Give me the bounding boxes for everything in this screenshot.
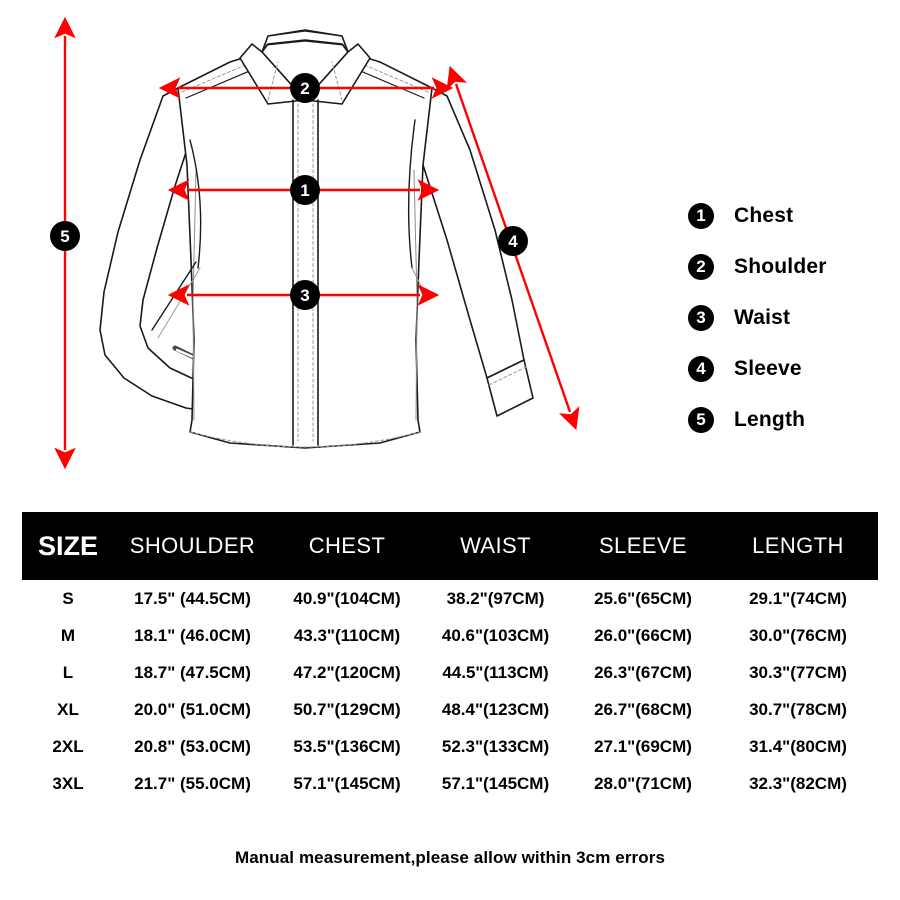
cell-waist: 57.1"(145CM) [423,765,568,802]
legend-item-waist: 3 Waist [688,292,888,343]
legend-label-chest: Chest [734,203,794,227]
cell-sleeve: 26.3"(67CM) [568,654,718,691]
cell-size: 3XL [22,765,114,802]
legend-badge-4-icon: 4 [688,355,714,382]
svg-text:5: 5 [60,227,69,246]
column-header-shoulder: SHOULDER [129,533,256,558]
cell-sleeve: 28.0"(71CM) [568,765,718,802]
cell-shoulder: 17.5" (44.5CM) [114,580,271,617]
cell-size: XL [22,691,114,728]
table-row: M 18.1" (46.0CM) 43.3"(110CM) 40.6"(103C… [22,617,878,654]
cell-size: S [22,580,114,617]
diagram-badge-shoulder: 2 [290,73,320,103]
cell-shoulder: 21.7" (55.0CM) [114,765,271,802]
table-row: S 17.5" (44.5CM) 40.9"(104CM) 38.2"(97CM… [22,580,878,617]
cell-size: 2XL [22,728,114,765]
measurement-legend: 1 Chest 2 Shoulder 3 Waist 4 Sleeve 5 Le… [688,190,888,445]
table-header-row: SIZE SHOULDER CHEST WAIST SLEEVE LENGTH [22,512,878,580]
table-row: XL 20.0" (51.0CM) 50.7"(129CM) 48.4"(123… [22,691,878,728]
cell-sleeve: 27.1"(69CM) [568,728,718,765]
cell-shoulder: 18.7" (47.5CM) [114,654,271,691]
size-table: SIZE SHOULDER CHEST WAIST SLEEVE LENGTH … [22,512,878,802]
cell-sleeve: 26.7"(68CM) [568,691,718,728]
cell-sleeve: 25.6"(65CM) [568,580,718,617]
table-row: 2XL 20.8" (53.0CM) 53.5"(136CM) 52.3"(13… [22,728,878,765]
column-header-size: SIZE [37,530,98,561]
legend-item-sleeve: 4 Sleeve [688,343,888,394]
diagram-badge-length: 5 [50,221,80,251]
legend-badge-1-icon: 1 [688,202,714,229]
legend-badge-2-icon: 2 [688,253,714,280]
cell-chest: 40.9"(104CM) [271,580,423,617]
legend-label-length: Length [734,407,806,431]
cell-length: 31.4"(80CM) [718,728,878,765]
legend-item-shoulder: 2 Shoulder [688,241,888,292]
cell-chest: 47.2"(120CM) [271,654,423,691]
legend-badge-5-icon: 5 [688,406,714,433]
cell-waist: 40.6"(103CM) [423,617,568,654]
column-header-waist: WAIST [460,533,531,558]
cell-waist: 38.2"(97CM) [423,580,568,617]
diagram-badge-waist: 3 [290,280,320,310]
table-row: L 18.7" (47.5CM) 47.2"(120CM) 44.5"(113C… [22,654,878,691]
cell-length: 32.3"(82CM) [718,765,878,802]
legend-item-length: 5 Length [688,394,888,445]
legend-label-waist: Waist [734,305,791,329]
svg-text:2: 2 [300,79,309,98]
cell-waist: 48.4"(123CM) [423,691,568,728]
cell-waist: 44.5"(113CM) [423,654,568,691]
legend-badge-3-icon: 3 [688,304,714,331]
cell-length: 29.1"(74CM) [718,580,878,617]
cell-shoulder: 20.8" (53.0CM) [114,728,271,765]
cell-size: L [22,654,114,691]
legend-item-chest: 1 Chest [688,190,888,241]
svg-text:4: 4 [508,232,518,251]
column-header-chest: CHEST [308,533,386,558]
column-header-sleeve: SLEEVE [598,533,687,558]
cell-chest: 50.7"(129CM) [271,691,423,728]
svg-text:3: 3 [300,286,309,305]
cell-size: M [22,617,114,654]
diagram-badge-sleeve: 4 [498,226,528,256]
legend-label-sleeve: Sleeve [734,356,802,380]
cell-shoulder: 20.0" (51.0CM) [114,691,271,728]
svg-text:1: 1 [300,181,309,200]
cell-chest: 43.3"(110CM) [271,617,423,654]
cell-waist: 52.3"(133CM) [423,728,568,765]
measurement-disclaimer: Manual measurement,please allow within 3… [234,848,666,867]
shirt-measurement-diagram: 1 2 3 4 5 [50,16,580,470]
table-row: 3XL 21.7" (55.0CM) 57.1"(145CM) 57.1"(14… [22,765,878,802]
cell-shoulder: 18.1" (46.0CM) [114,617,271,654]
cell-chest: 53.5"(136CM) [271,728,423,765]
cell-length: 30.7"(78CM) [718,691,878,728]
cell-chest: 57.1"(145CM) [271,765,423,802]
cell-length: 30.3"(77CM) [718,654,878,691]
cell-length: 30.0"(76CM) [718,617,878,654]
cell-sleeve: 26.0"(66CM) [568,617,718,654]
legend-label-shoulder: Shoulder [734,254,827,278]
column-header-length: LENGTH [752,533,844,558]
diagram-badge-chest: 1 [290,175,320,205]
